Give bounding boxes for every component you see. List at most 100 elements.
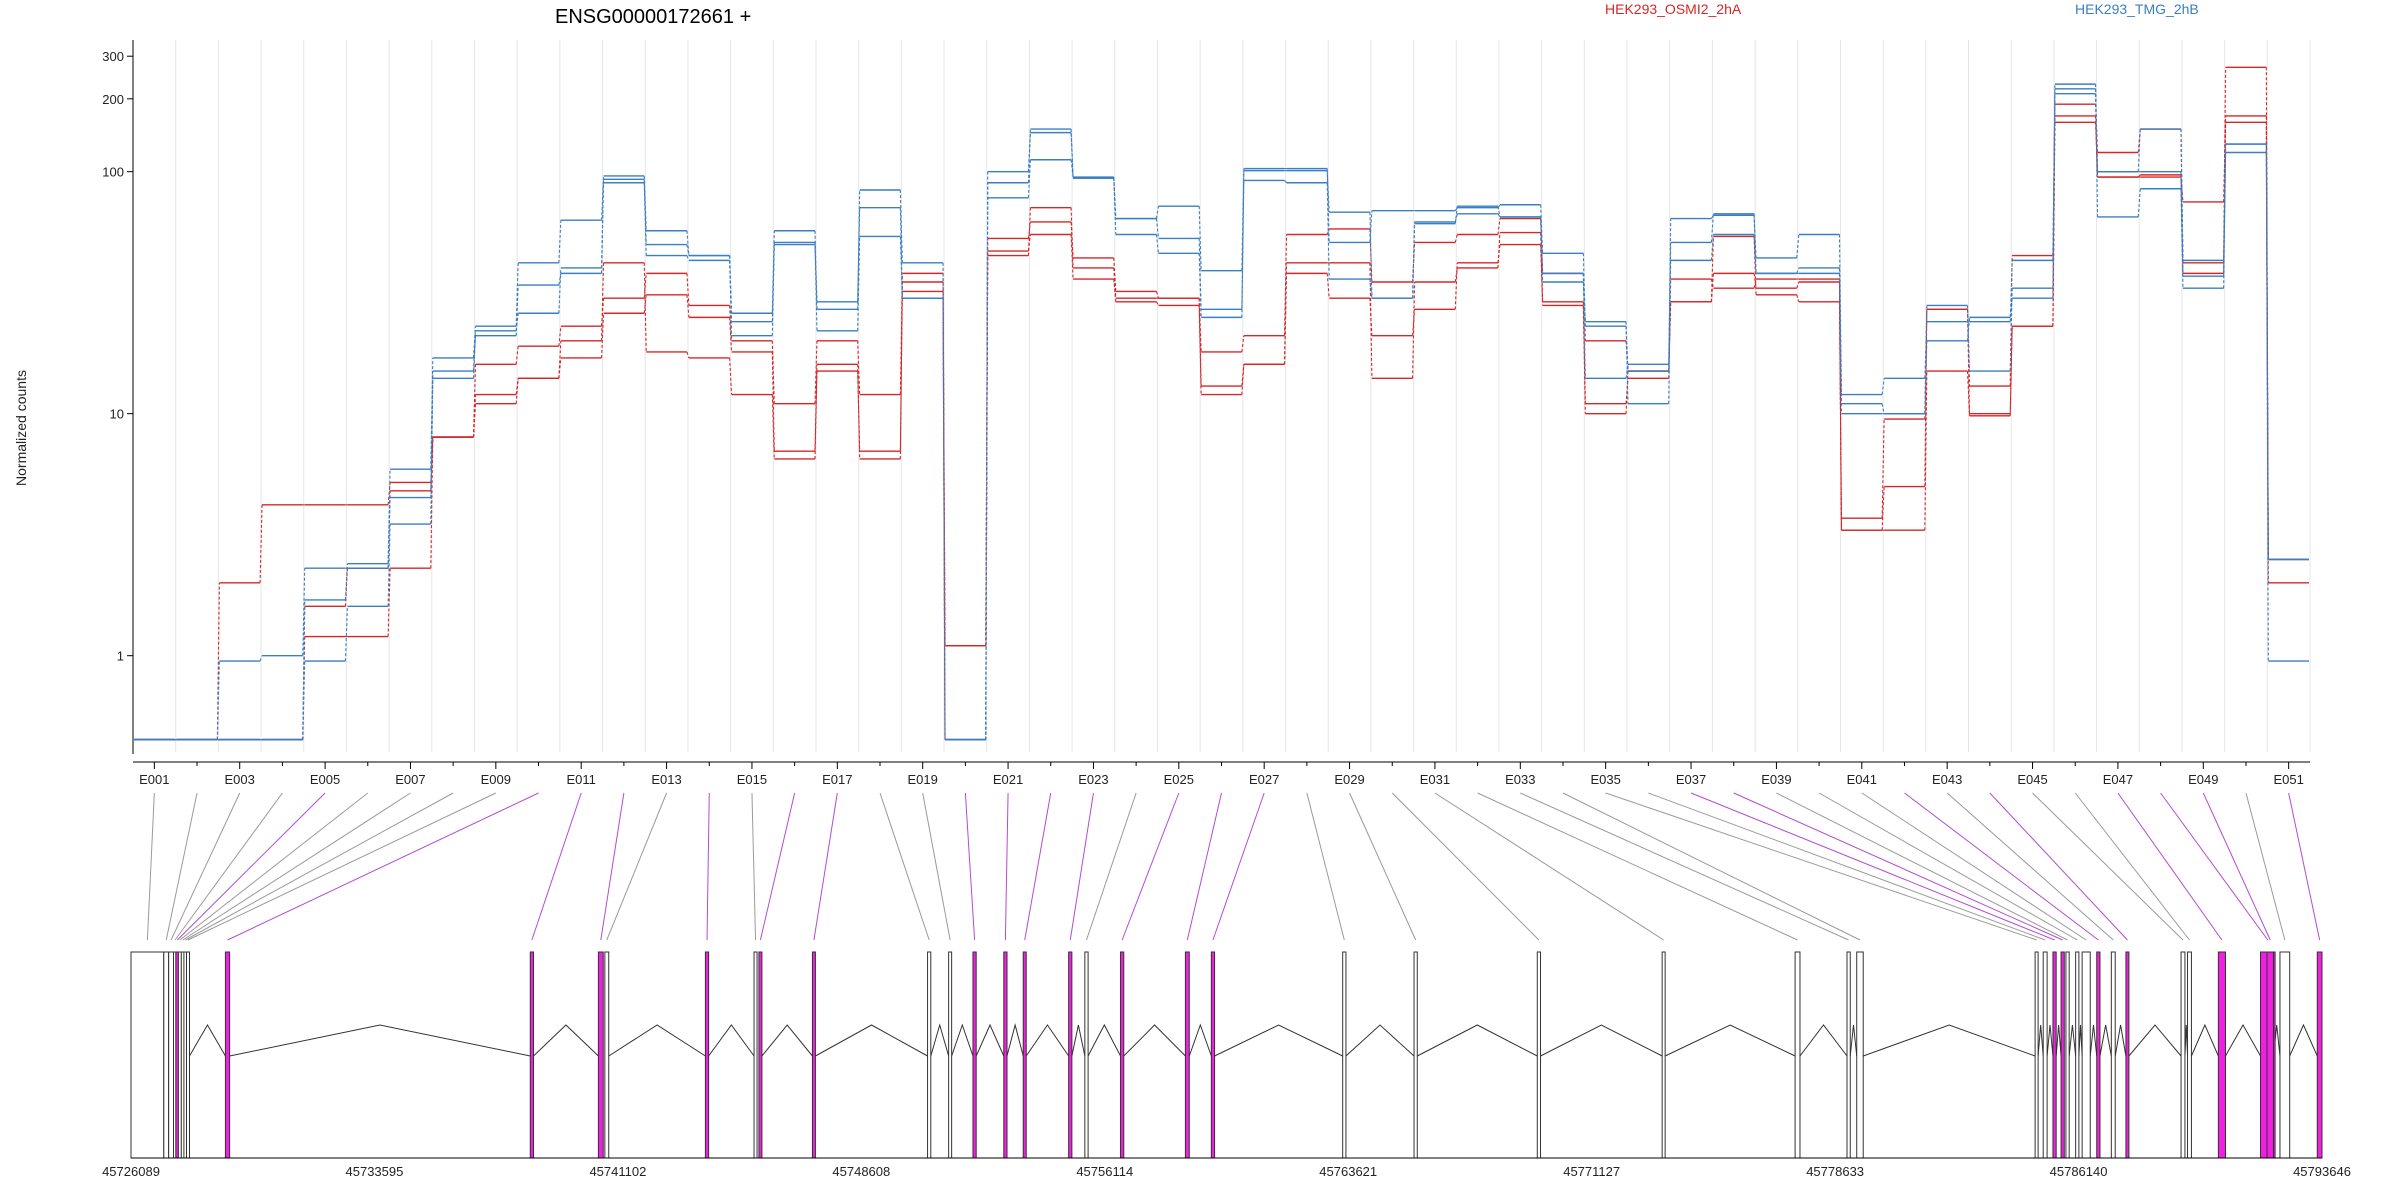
exon-transition xyxy=(1497,213,1501,218)
exon-transition xyxy=(771,340,775,404)
exon-transition xyxy=(387,568,391,637)
intron xyxy=(2099,1024,2112,1057)
chart-title: ENSG00000172661 + xyxy=(555,6,751,28)
exon-transition xyxy=(1753,215,1757,258)
exon-box xyxy=(2110,951,2116,1159)
x-tick-label: E007 xyxy=(395,772,425,787)
intron xyxy=(1214,1024,1343,1057)
intron xyxy=(1345,1024,1415,1057)
exon-transition xyxy=(259,504,263,583)
exon-connector xyxy=(1776,792,2068,941)
exon-transition xyxy=(1027,207,1031,256)
exon-box xyxy=(529,951,535,1159)
exon-box xyxy=(1536,951,1542,1159)
exon-transition xyxy=(1283,234,1288,336)
exon-box xyxy=(185,951,190,1159)
exon-transition xyxy=(2095,88,2099,172)
exon-transition xyxy=(1497,218,1501,235)
exon-transition xyxy=(1283,262,1288,365)
y-tick-label: 300 xyxy=(102,49,124,64)
exon-transition xyxy=(1881,403,1885,414)
coordinate-tick-label: 45756114 xyxy=(1076,1164,1133,1179)
intron xyxy=(761,1024,813,1057)
exon-transition xyxy=(472,403,477,438)
exon-transition xyxy=(600,179,605,274)
exon-transition xyxy=(814,340,818,404)
exon-transition xyxy=(558,220,562,263)
x-tick-label: E031 xyxy=(1420,772,1450,787)
exon-connector xyxy=(879,792,930,941)
x-tick-label: E005 xyxy=(310,772,340,787)
coordinate-tick-label: 45786140 xyxy=(2050,1164,2108,1179)
intron xyxy=(1863,1024,2036,1057)
exon-connector xyxy=(2074,792,2190,941)
exon-connector xyxy=(1024,792,1052,941)
exon-transition xyxy=(857,207,861,302)
series-6 xyxy=(134,88,2309,741)
exon-transition xyxy=(899,291,903,452)
exon-box xyxy=(224,951,231,1159)
exon-transition xyxy=(1582,273,1586,379)
exon-transition xyxy=(558,326,562,347)
exon-box xyxy=(2075,951,2080,1159)
exon-connector xyxy=(606,792,668,941)
exon-connector xyxy=(1391,792,1540,941)
exon-connector xyxy=(1605,792,2037,941)
exon-connector-lines xyxy=(146,792,2321,941)
exon-transition xyxy=(1966,305,1971,372)
exon-box xyxy=(704,951,710,1159)
exon-transition xyxy=(686,273,690,306)
exon-transition xyxy=(2180,129,2184,261)
x-tick-label: E047 xyxy=(2103,772,2133,787)
intron xyxy=(2190,1023,2219,1057)
exon-transition xyxy=(1881,486,1885,531)
intron xyxy=(189,1024,226,1057)
exon-transition xyxy=(472,335,477,379)
exon-box xyxy=(130,951,165,1159)
exon-transition xyxy=(857,340,861,395)
x-tick-label: E041 xyxy=(1847,772,1877,787)
exon-transition xyxy=(1241,335,1245,352)
exon-connector xyxy=(922,792,951,941)
exon-connector xyxy=(1349,792,1417,941)
exon-transition xyxy=(302,599,306,740)
exon-transition xyxy=(2180,188,2184,289)
y-tick-label: 200 xyxy=(102,92,124,107)
exon-transition xyxy=(1454,267,1458,283)
exon-transition xyxy=(259,655,263,662)
exon-transition xyxy=(729,317,733,352)
exon-transition xyxy=(600,313,605,358)
exon-connector xyxy=(531,792,582,941)
intron xyxy=(1849,1024,1858,1057)
exon-transition xyxy=(216,661,220,740)
exon-transition xyxy=(1155,206,1160,219)
coordinate-tick-label: 45793646 xyxy=(2293,1164,2351,1179)
exon-box xyxy=(1184,951,1190,1159)
exon-transition xyxy=(1881,378,1885,395)
exon-transition xyxy=(2009,260,2013,322)
intron xyxy=(2078,1024,2083,1057)
exon-box xyxy=(2187,951,2192,1159)
exon-transition xyxy=(729,305,733,341)
exon-transition xyxy=(302,661,306,740)
exon-box xyxy=(2217,951,2226,1159)
intron xyxy=(815,1024,928,1057)
intron xyxy=(2046,1024,2054,1057)
exon-transition xyxy=(1412,282,1416,379)
exon-transition xyxy=(1155,301,1159,306)
exon-connector xyxy=(2288,792,2321,941)
exon-connector xyxy=(1306,792,1345,941)
exon-transition xyxy=(1027,132,1031,172)
exon-transition xyxy=(1796,267,1800,274)
exon-transition xyxy=(1924,321,1928,379)
exon-transition xyxy=(1796,234,1800,259)
exon-box xyxy=(597,951,604,1159)
exon-connector xyxy=(1477,792,1798,941)
exon-transition xyxy=(686,294,690,318)
exon-transition xyxy=(1241,168,1245,271)
exon-transition xyxy=(2180,171,2184,277)
exon-box xyxy=(1856,951,1864,1159)
x-tick-label: E001 xyxy=(139,772,169,787)
exon-box xyxy=(1022,951,1027,1159)
exon-connector xyxy=(1212,792,1265,941)
